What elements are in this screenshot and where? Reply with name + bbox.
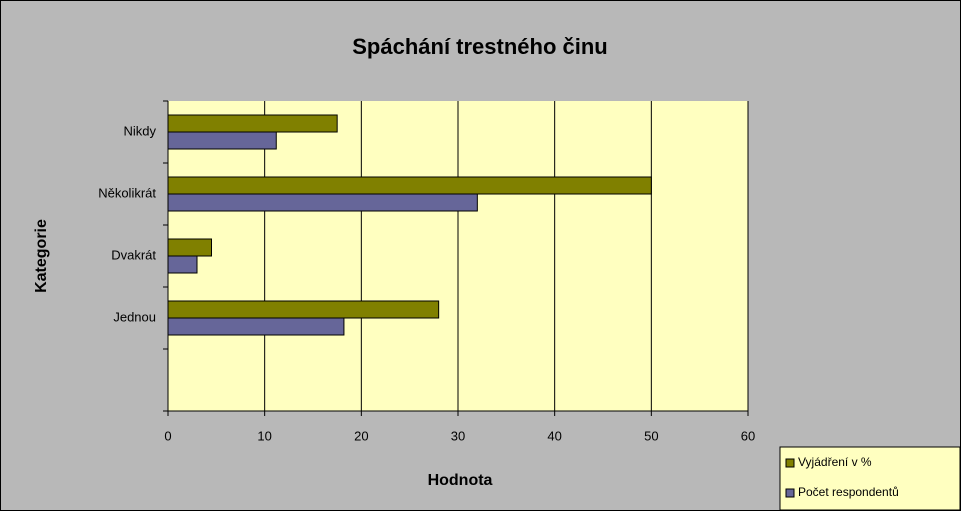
legend-label: Počet respondentů bbox=[798, 485, 899, 499]
bar bbox=[167, 238, 212, 257]
y-tick-label: Jednou bbox=[113, 309, 156, 324]
x-tick-label: 10 bbox=[257, 428, 271, 443]
y-tick-label: Dvakrát bbox=[111, 247, 156, 262]
bar bbox=[167, 300, 440, 319]
bar bbox=[167, 193, 478, 212]
bar bbox=[167, 255, 198, 274]
chart-title: Spáchání trestného činu bbox=[352, 34, 608, 59]
legend-box bbox=[779, 446, 961, 511]
x-axis-label: Hodnota bbox=[428, 472, 493, 489]
bar bbox=[167, 131, 277, 150]
legend-swatch bbox=[785, 488, 795, 498]
x-tick-label: 60 bbox=[741, 428, 755, 443]
legend-swatch bbox=[785, 458, 795, 468]
x-tick-label: 0 bbox=[164, 428, 171, 443]
bar bbox=[167, 317, 345, 336]
y-tick-label: Několikrát bbox=[98, 185, 156, 200]
bar bbox=[167, 114, 338, 133]
x-tick-label: 40 bbox=[547, 428, 561, 443]
legend-label: Vyjádření v % bbox=[798, 455, 872, 469]
bar bbox=[167, 176, 652, 195]
x-tick-label: 20 bbox=[354, 428, 368, 443]
y-axis-label: Kategorie bbox=[33, 219, 50, 293]
x-tick-label: 30 bbox=[451, 428, 465, 443]
x-tick-label: 50 bbox=[644, 428, 658, 443]
y-tick-label: Nikdy bbox=[123, 123, 156, 138]
